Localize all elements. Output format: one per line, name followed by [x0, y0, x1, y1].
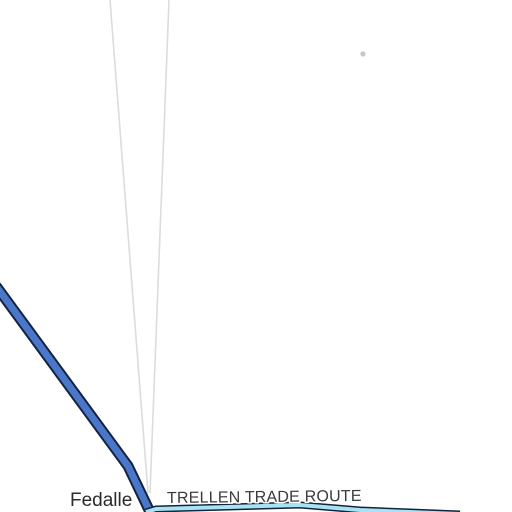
minor-line-left: [109, 0, 149, 494]
trade-route-fill: [145, 503, 461, 512]
route-label-trellen-trade-route: TRELLEN TRADE ROUTE: [167, 488, 362, 507]
minor-lines: [109, 0, 170, 494]
place-label-fedalle[interactable]: Fedalle: [69, 489, 134, 512]
minor-line-right: [149, 0, 170, 494]
trade-route[interactable]: [144, 501, 461, 512]
major-road-fill: [0, 285, 154, 512]
major-road[interactable]: [0, 282, 155, 512]
point-marker[interactable]: [360, 51, 366, 57]
